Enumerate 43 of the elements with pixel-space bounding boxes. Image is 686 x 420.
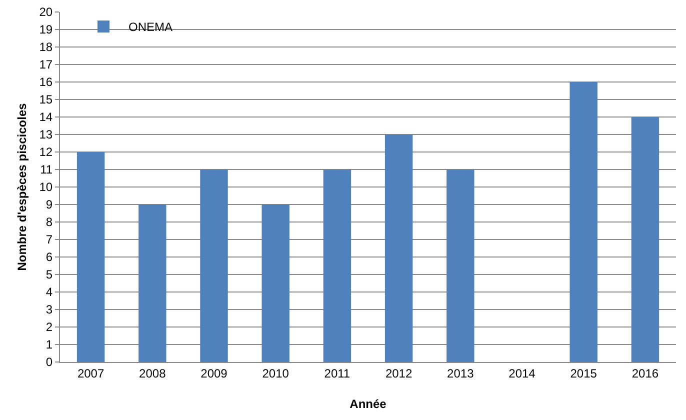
y-tick-label: 14 <box>39 110 53 124</box>
x-tick-label: 2009 <box>200 366 228 380</box>
bar <box>76 152 105 362</box>
y-tick-label: 17 <box>39 58 53 72</box>
x-tick-label: 2007 <box>77 366 104 380</box>
x-tick-label: 2011 <box>324 366 350 380</box>
y-tick-label: 20 <box>39 5 53 20</box>
bar <box>384 134 413 362</box>
y-tick-label: 1 <box>46 338 53 352</box>
x-tick-label: 2013 <box>447 366 474 380</box>
y-tick-label: 13 <box>39 128 53 142</box>
bar <box>138 204 166 362</box>
y-tick-label: 6 <box>46 250 53 264</box>
y-tick-label: 12 <box>39 145 53 160</box>
x-tick-label: 2010 <box>262 366 290 380</box>
y-axis-title: Nombre d'espèces piscicoles <box>15 102 29 271</box>
bar <box>323 170 352 362</box>
y-tick-label: 7 <box>46 232 53 247</box>
legend-label: ONEMA <box>128 20 172 34</box>
y-tick-label: 16 <box>39 75 53 90</box>
x-tick-label: 2012 <box>385 366 412 380</box>
bar <box>631 117 660 362</box>
x-tick-label: 2015 <box>570 366 598 380</box>
y-tick-label: 8 <box>46 215 53 230</box>
bar <box>446 170 474 362</box>
x-axis-title: Année <box>350 397 387 411</box>
y-tick-label: 2 <box>46 320 53 334</box>
y-tick-label: 4 <box>46 285 53 300</box>
y-tick-label: 0 <box>46 355 53 370</box>
x-tick-label: 2016 <box>632 366 659 380</box>
y-tick-label: 15 <box>39 92 53 107</box>
y-tick-label: 3 <box>46 302 53 317</box>
y-tick-label: 10 <box>39 180 53 194</box>
y-tick-label: 5 <box>46 268 53 282</box>
bar <box>200 170 228 362</box>
y-tick-label: 11 <box>40 162 53 177</box>
x-tick-label: 2014 <box>508 366 536 380</box>
y-tick-label: 9 <box>46 198 53 212</box>
y-tick-label: 18 <box>39 40 53 54</box>
bar <box>262 204 290 362</box>
bar <box>570 82 598 362</box>
x-tick-label: 2008 <box>139 366 166 380</box>
y-tick-label: 19 <box>39 22 53 37</box>
